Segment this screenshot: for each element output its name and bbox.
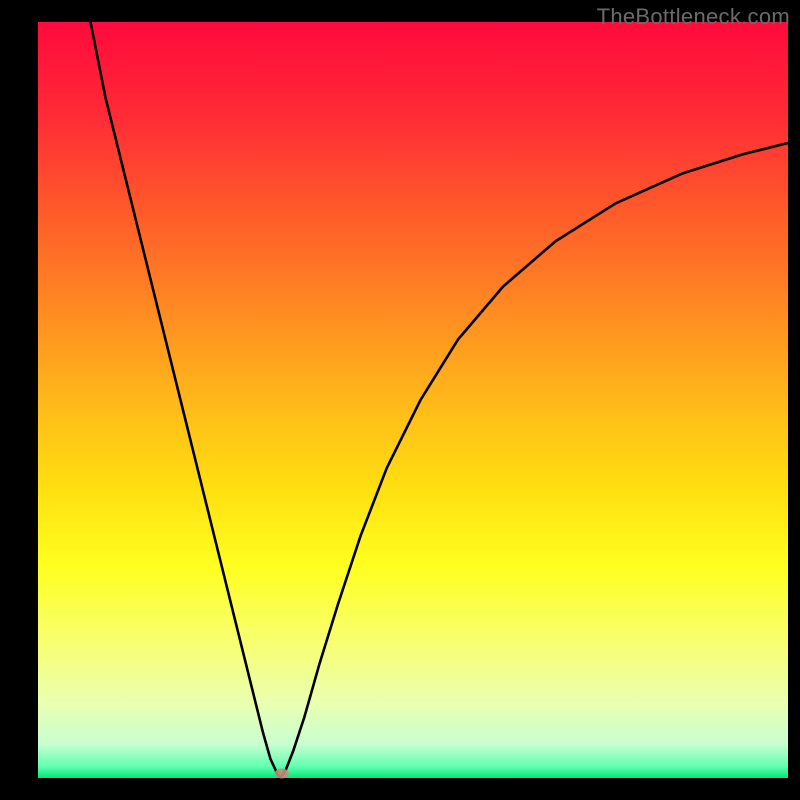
optimum-marker <box>275 768 289 778</box>
bottleneck-chart <box>0 0 800 800</box>
plot-background <box>38 22 788 778</box>
watermark-text: TheBottleneck.com <box>597 4 790 30</box>
chart-container: TheBottleneck.com <box>0 0 800 800</box>
